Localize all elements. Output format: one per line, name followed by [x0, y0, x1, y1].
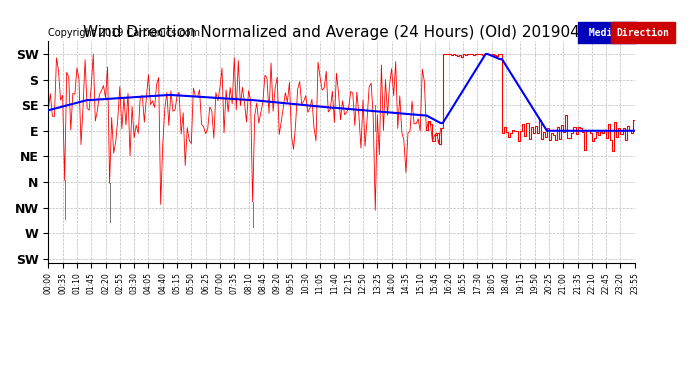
- Text: Direction: Direction: [616, 28, 669, 38]
- Title: Wind Direction Normalized and Average (24 Hours) (Old) 20190429: Wind Direction Normalized and Average (2…: [83, 25, 600, 40]
- Text: Copyright 2019 Cartronics.com: Copyright 2019 Cartronics.com: [48, 28, 200, 38]
- Text: Median: Median: [583, 28, 630, 38]
